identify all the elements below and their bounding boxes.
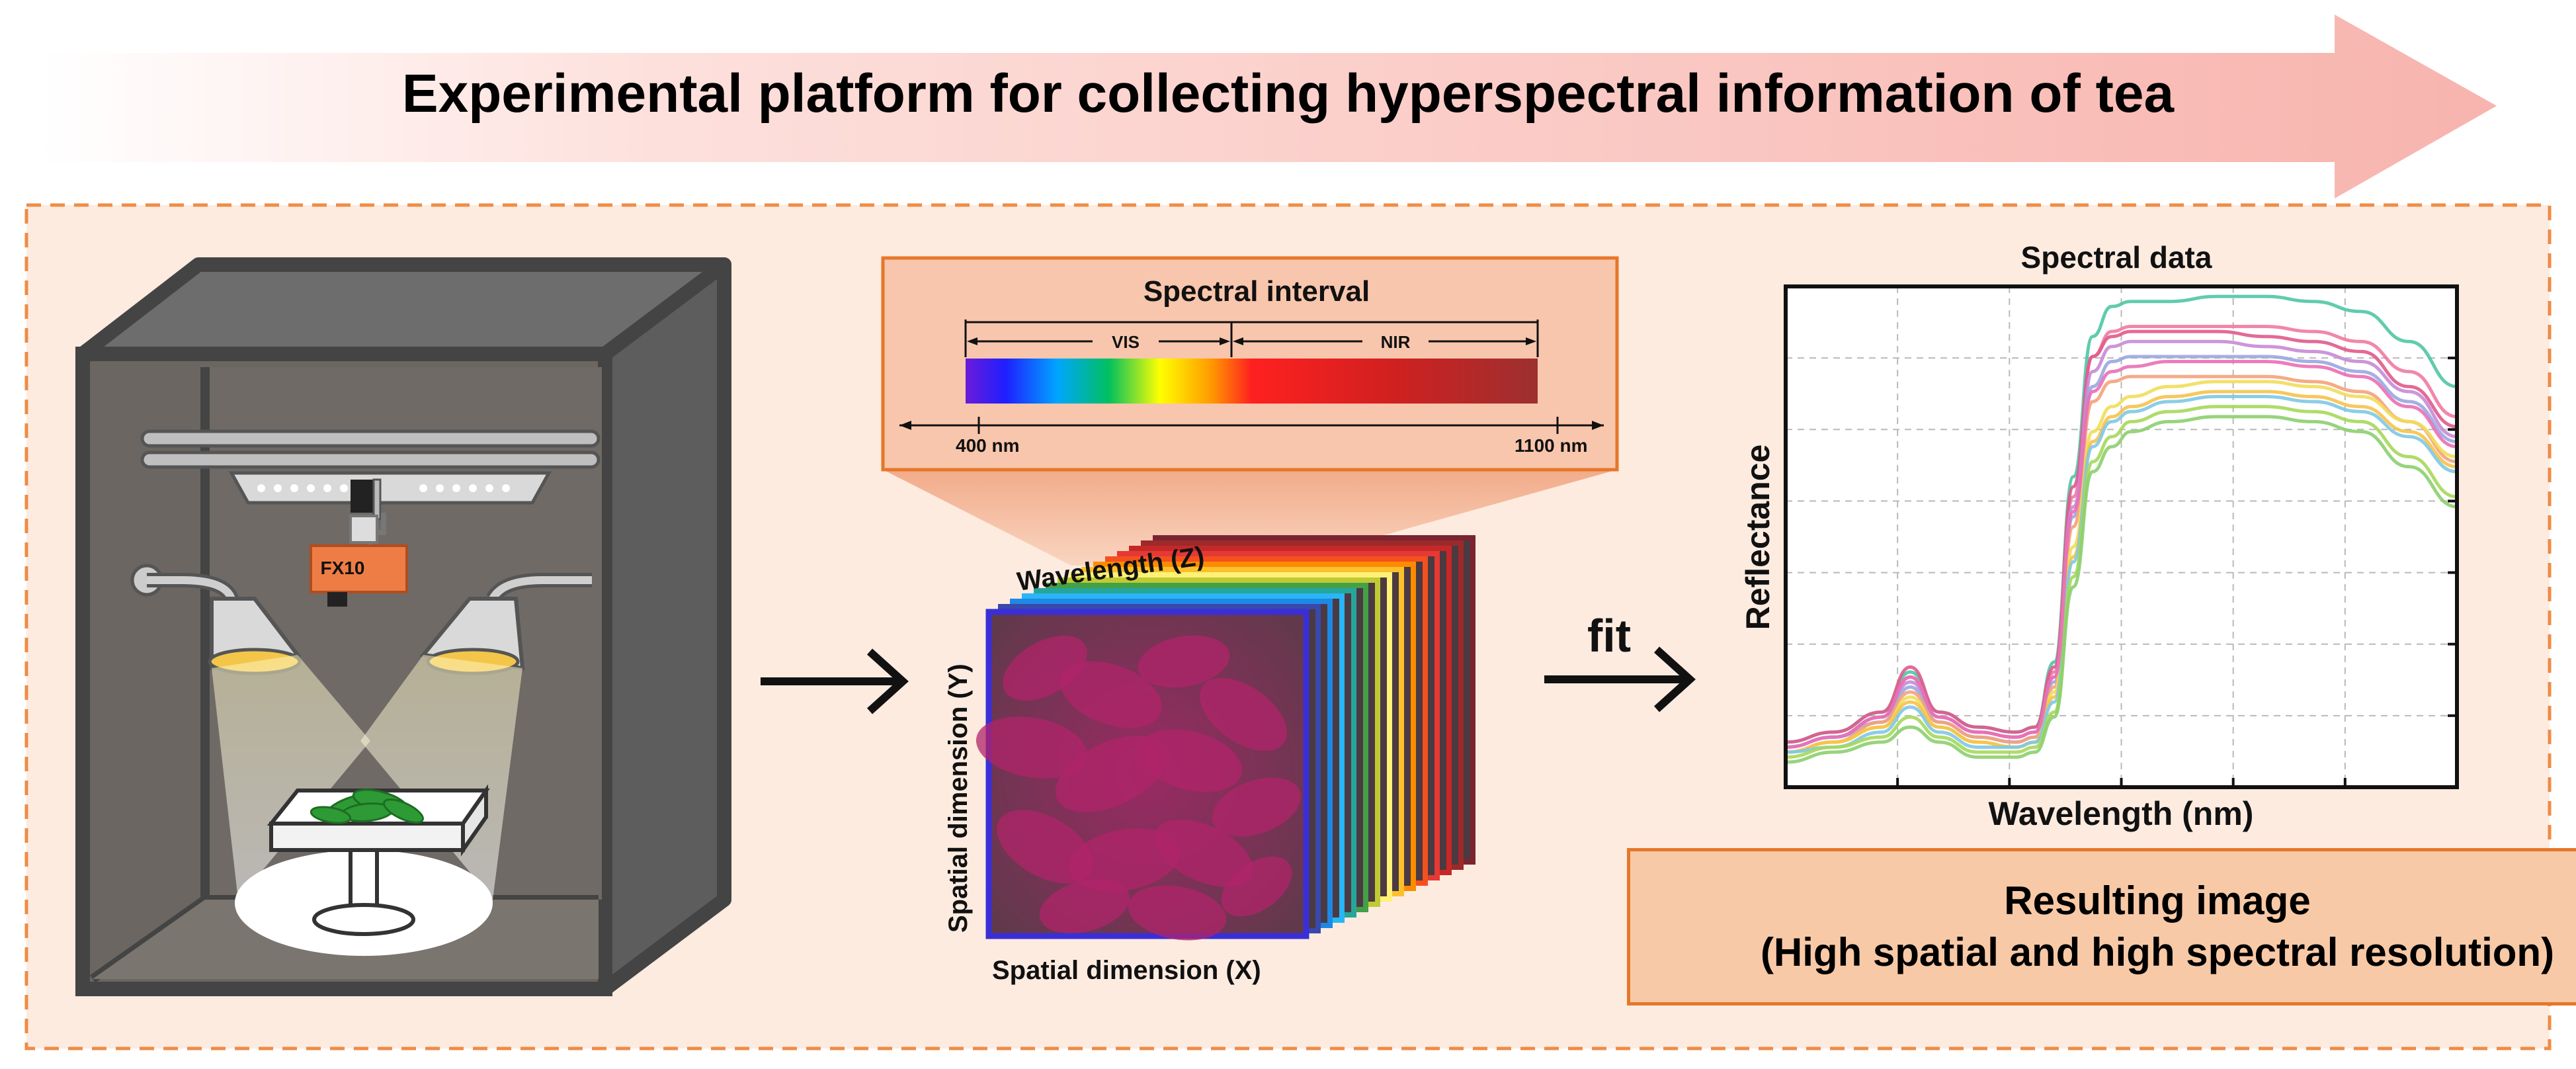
spectral-series-line — [1785, 329, 2458, 744]
fit-label: fit — [1587, 610, 1631, 662]
page-title: Experimental platform for collecting hyp… — [401, 64, 2175, 124]
spectral-series-line — [1785, 415, 2458, 764]
spectral-series-line — [1785, 374, 2458, 754]
light-beam-right — [360, 655, 522, 900]
spectrum-bar — [966, 359, 1538, 404]
chart-title: Spectral data — [2021, 240, 2212, 275]
spectral-chart — [1784, 284, 2459, 789]
tea-leaf-image — [1138, 729, 1243, 792]
tea-leaf-image — [1154, 820, 1253, 887]
wavelength-axis-arrowheads — [899, 421, 1604, 430]
hyperspectral-cube — [976, 535, 1475, 941]
chart-series — [1785, 294, 2458, 764]
tea-leaf-image — [1060, 661, 1162, 728]
nir-label: NIR — [1381, 332, 1411, 352]
title-banner-arrow — [40, 15, 2497, 198]
end-wavelength-label: 1100 nm — [1515, 435, 1588, 456]
fit-arrow — [1544, 646, 1696, 712]
result-line-1: Resulting image — [2004, 878, 2311, 923]
band-arrowheads — [967, 337, 1536, 345]
slide-rail — [140, 429, 601, 521]
light-beam-left — [212, 655, 370, 900]
arrow-to-cube — [761, 648, 909, 714]
spatial-x-label: Spatial dimension (X) — [992, 956, 1261, 985]
tea-leaf-image — [1055, 736, 1167, 812]
chart-ylabel: Reflectance — [1739, 445, 1776, 630]
right-lamp — [419, 573, 592, 675]
spectral-interval-title: Spectral interval — [1143, 275, 1370, 308]
result-box: Resulting image (High spatial and high s… — [1627, 848, 2576, 1005]
band-brackets — [964, 320, 1539, 357]
zoom-funnel — [883, 470, 1617, 566]
spectral-series-line — [1785, 294, 2458, 744]
tea-leaf-image — [1128, 885, 1227, 941]
start-wavelength-label: 400 nm — [956, 435, 1020, 456]
camera-label: FX10 — [321, 558, 365, 578]
tea-leaf-image — [1212, 777, 1302, 837]
fx10-camera — [310, 513, 408, 607]
wavelength-axis — [899, 417, 1604, 434]
tea-leaf-image — [1068, 828, 1181, 892]
spatial-y-label: Spatial dimension (Y) — [944, 663, 973, 933]
chart-xlabel: Wavelength (nm) — [1989, 795, 2254, 832]
tea-leaf-image — [1138, 635, 1230, 688]
tea-leaf-image — [1200, 677, 1287, 751]
tea-leaf-image — [976, 716, 1088, 779]
tea-leaves — [310, 789, 424, 824]
tea-leaf-image — [1221, 856, 1292, 917]
tea-leaf-image — [1039, 879, 1130, 933]
vis-label: VIS — [1112, 332, 1140, 352]
result-line-2: (High spatial and high spectral resoluti… — [1760, 930, 2555, 974]
chart-ticks — [1896, 357, 2457, 787]
spectral-series-line — [1785, 360, 2458, 749]
